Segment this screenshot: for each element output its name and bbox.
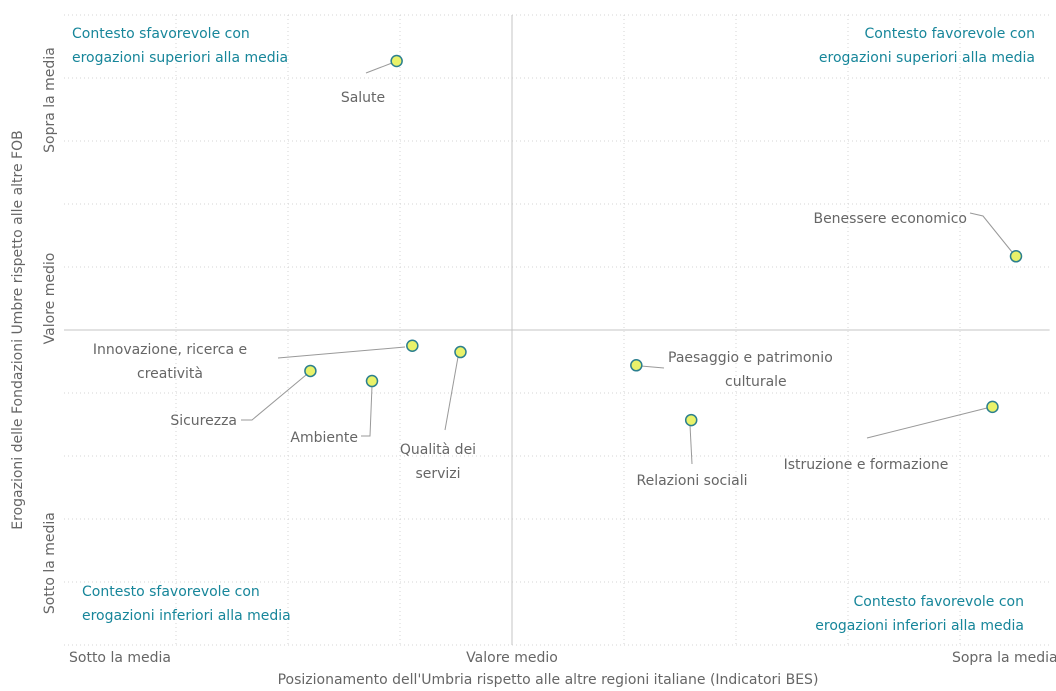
point	[1009, 250, 1023, 263]
leader-line	[241, 374, 307, 421]
point	[304, 364, 317, 378]
point	[365, 374, 379, 388]
leader-line	[689, 424, 693, 465]
y-tick-label: Sopra la media	[42, 47, 58, 153]
leader-line	[365, 62, 393, 74]
y-tick-label: Valore medio	[42, 253, 58, 345]
point-label: Relazioni sociali	[636, 473, 747, 489]
quadrant-annotation: Contesto sfavorevole con erogazioni super…	[72, 26, 288, 66]
point-label: Paesaggio e patrimonio culturale	[668, 350, 833, 390]
point	[986, 400, 999, 414]
x-tick-label: Sotto la media	[69, 650, 171, 666]
point-label: Innovazione, ricerca e creatività	[93, 342, 247, 382]
y-tick-label: Sotto la media	[42, 512, 58, 614]
point	[406, 339, 419, 352]
point-label: Sicurezza	[170, 413, 237, 429]
x-axis-title: Posizionamento dell'Umbria rispetto alle…	[278, 672, 819, 688]
point-label: Benessere economico	[813, 211, 967, 227]
point	[454, 345, 467, 359]
point-label: Ambiente	[290, 430, 358, 446]
x-tick-label: Valore medio	[466, 650, 558, 666]
leader-line	[866, 407, 988, 439]
point	[630, 359, 643, 372]
leader-line	[277, 346, 406, 359]
y-axis-title: Erogazioni delle Fondazioni Umbre rispet…	[10, 130, 26, 529]
point-label: Istruzione e formazione	[784, 457, 949, 473]
point-label: Salute	[341, 90, 385, 106]
leader-line	[969, 212, 1013, 253]
point	[390, 54, 403, 68]
point	[684, 413, 698, 427]
leader-line	[640, 365, 665, 369]
x-tick-label: Sopra la media	[952, 650, 1056, 666]
quadrant-annotation: Contesto favorevole con erogazioni superi…	[819, 26, 1035, 66]
leader-line	[361, 385, 373, 437]
leader-line	[444, 356, 459, 431]
point-label: Qualità dei servizi	[400, 442, 476, 482]
quadrant-annotation: Contesto favorevole con erogazioni inferi…	[815, 594, 1024, 634]
quadrant-annotation: Contesto sfavorevole con erogazioni infer…	[82, 584, 291, 624]
